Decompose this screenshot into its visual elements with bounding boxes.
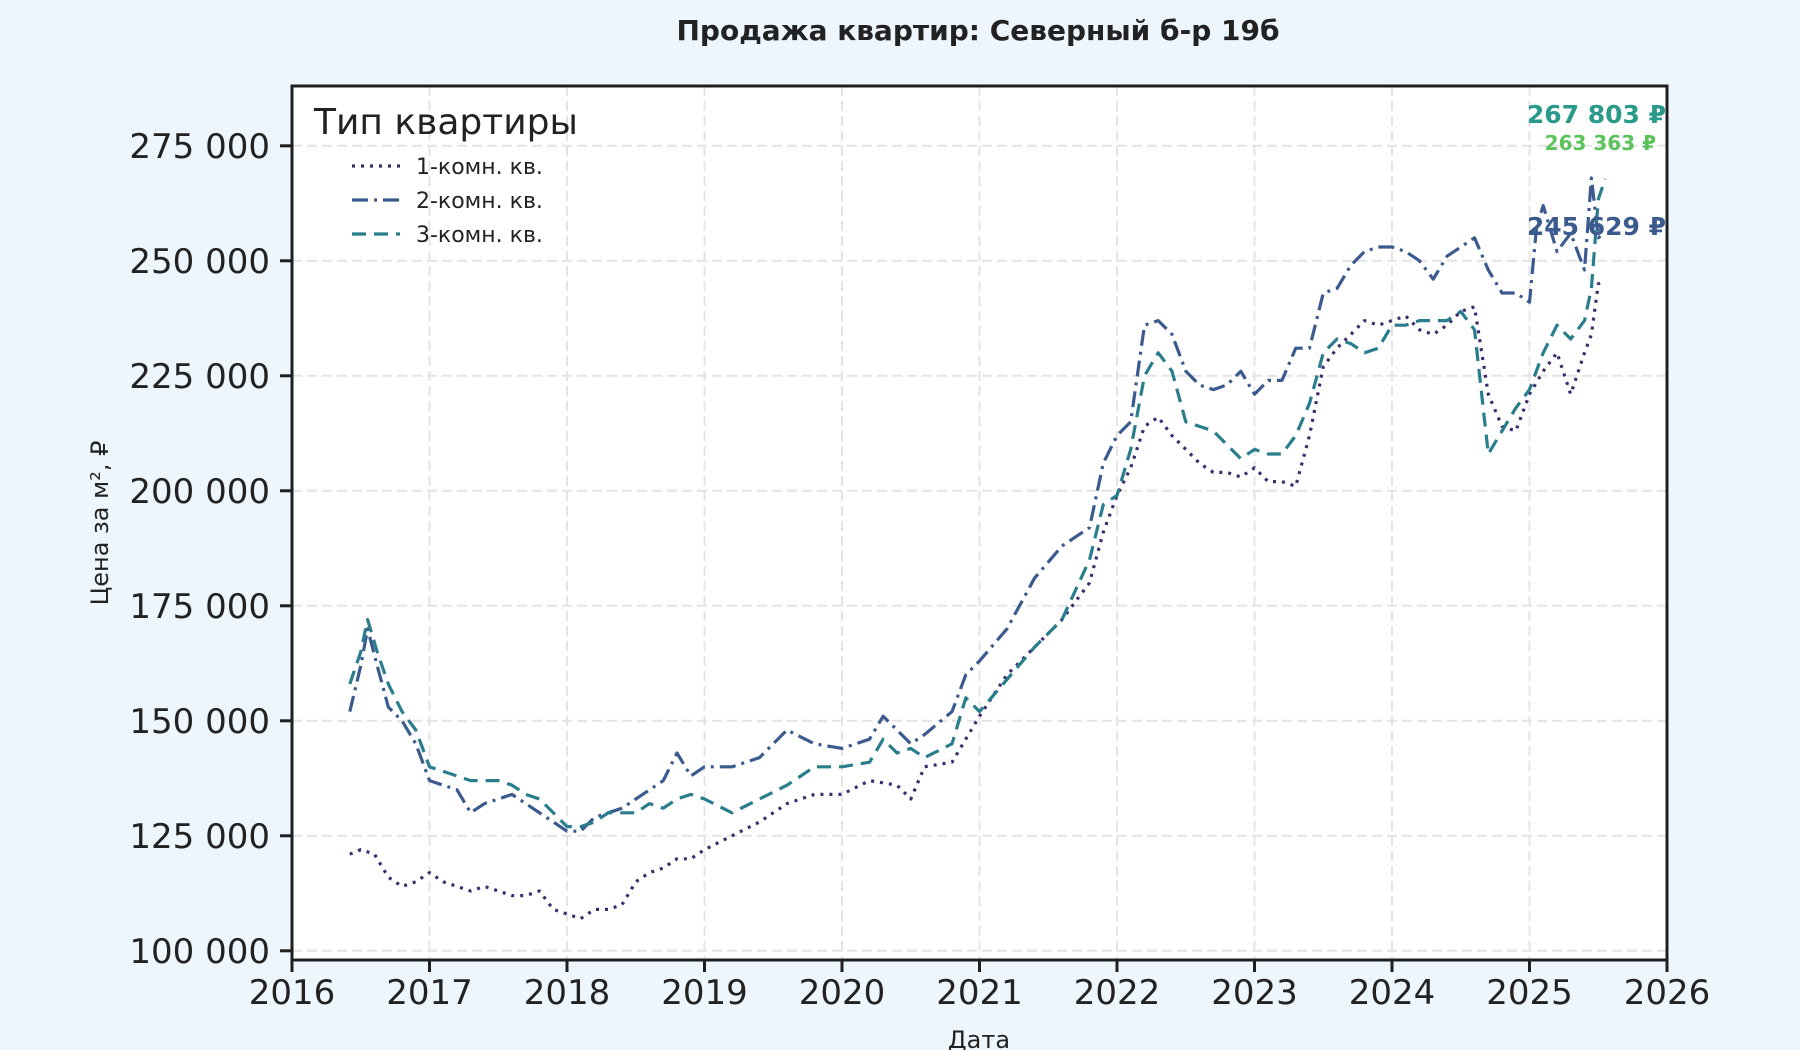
end-value-label: 245 629 ₽ xyxy=(1527,212,1666,241)
end-labels: 267 803 ₽263 363 ₽ 245 629 ₽ xyxy=(1527,100,1666,241)
y-tick-label: 250 000 xyxy=(129,242,270,282)
x-tick-label: 2024 xyxy=(1349,973,1436,1013)
end-value-label: 267 803 ₽ xyxy=(1527,100,1666,129)
y-tick-label: 100 000 xyxy=(129,932,270,972)
x-tick-label: 2019 xyxy=(661,973,748,1013)
x-tick-label: 2026 xyxy=(1624,973,1711,1013)
legend-label: 3-комн. кв. xyxy=(416,223,543,248)
y-tick-label: 175 000 xyxy=(129,587,270,627)
y-axis-label: Цена за м², ₽ xyxy=(86,441,114,606)
x-axis-label: Дата xyxy=(948,1026,1010,1050)
y-tick-label: 275 000 xyxy=(129,127,270,167)
legend-items: 1-комн. кв. 2-комн. кв. 3-комн. кв. xyxy=(352,155,543,248)
y-tick-label: 200 000 xyxy=(129,472,270,512)
y-tick-label: 150 000 xyxy=(129,702,270,742)
legend-label: 1-комн. кв. xyxy=(416,155,543,180)
x-tick-label: 2016 xyxy=(249,973,336,1013)
legend: Тип квартиры 1-комн. кв. 2-комн. кв. 3-ком… xyxy=(313,102,578,248)
y-tick-label: 225 000 xyxy=(129,357,270,397)
end-value-label: 263 363 ₽ xyxy=(1545,131,1656,155)
series-lines xyxy=(348,176,1607,921)
x-tick-label: 2023 xyxy=(1211,973,1298,1013)
x-tick-label: 2021 xyxy=(936,973,1023,1013)
x-tick-label: 2025 xyxy=(1486,973,1573,1013)
x-tick-label: 2020 xyxy=(799,973,886,1013)
x-tick-label: 2022 xyxy=(1074,973,1161,1013)
x-tick-label: 2017 xyxy=(386,973,473,1013)
x-tick-label: 2018 xyxy=(524,973,611,1013)
chart-title: Продажа квартир: Северный б-р 19б xyxy=(676,14,1279,47)
y-axis: 100 000 125 000 150 000 175 000 200 000 225 0… xyxy=(129,127,292,972)
series-line-3 xyxy=(348,178,1607,829)
legend-title: Тип квартиры xyxy=(313,102,578,143)
legend-label: 2-комн. кв. xyxy=(416,189,543,214)
y-tick-label: 125 000 xyxy=(129,817,270,857)
x-axis: 2016 2017 2018 2019 2020 2021 2022 2023 2024 2025… xyxy=(249,960,1711,1013)
series-line-2 xyxy=(348,176,1606,833)
